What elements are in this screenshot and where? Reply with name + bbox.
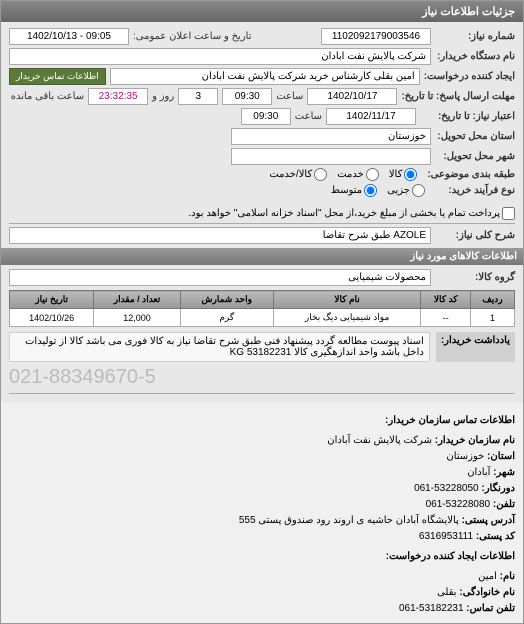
contact-address-label: آدرس پستی: xyxy=(462,515,515,526)
radio-medium[interactable]: متوسط xyxy=(331,184,377,197)
td-code: -- xyxy=(421,309,471,327)
contact-postal: 6316953111 xyxy=(419,531,473,542)
contact-org-label: نام سازمان خریدار: xyxy=(435,435,515,446)
radio-small[interactable]: جزیی xyxy=(387,184,425,197)
td-unit: گرم xyxy=(180,309,273,327)
contact-phone-label: تلفن: xyxy=(493,499,515,510)
creator-label: ایجاد کننده درخواست: xyxy=(424,71,515,82)
request-no-input[interactable] xyxy=(321,28,431,45)
contact-name: امین xyxy=(478,571,497,582)
desc-label: شرح کلی نیاز: xyxy=(435,230,515,241)
public-datetime-label: تاریخ و ساعت اعلان عمومی: xyxy=(133,31,252,42)
contact-city: آبادان xyxy=(467,467,490,478)
delivery-city-input[interactable] xyxy=(231,148,431,165)
delivery-city-label: شهر محل تحویل: xyxy=(435,151,515,162)
contact-phone: 53228080-061 xyxy=(426,499,491,510)
buyer-org-input[interactable] xyxy=(9,48,431,65)
buyer-notes-label: یادداشت خریدار: xyxy=(436,332,515,362)
td-row: 1 xyxy=(471,309,515,327)
table-header-row: ردیف کد کالا نام کالا واحد شمارش تعداد /… xyxy=(10,291,515,309)
items-section-header: اطلاعات کالاهای مورد نیاز xyxy=(1,248,523,265)
validity-label: اعتبار نیاز: تا تاریخ: xyxy=(420,111,515,122)
requirement-details-panel: جزئیات اطلاعات نیاز شماره نیاز: تاریخ و … xyxy=(0,0,524,624)
category-label: طبقه بندی موضوعی: xyxy=(427,169,515,180)
contact-org: شرکت پالایش نفت آبادان xyxy=(327,435,432,446)
contact-city-label: شهر: xyxy=(493,467,515,478)
contact-name-label: نام: xyxy=(500,571,515,582)
contact-tel-label: تلفن تماس: xyxy=(466,603,515,614)
th-qty: تعداد / مقدار xyxy=(94,291,181,309)
group-label: گروه کالا: xyxy=(435,272,515,283)
td-qty: 12,000 xyxy=(94,309,181,327)
td-name: مواد شیمیایی دیگ بخار xyxy=(273,309,421,327)
th-row: ردیف xyxy=(471,291,515,309)
delivery-province-input[interactable] xyxy=(231,128,431,145)
time-label-2: ساعت xyxy=(295,111,322,122)
watermark-phone: 021-88349670-5 xyxy=(9,366,515,389)
validity-time-input[interactable] xyxy=(241,108,291,125)
contact-address: پالایشگاه آبادان حاشیه ی اروند رود صندوق… xyxy=(239,515,459,526)
request-no-label: شماره نیاز: xyxy=(435,31,515,42)
contact-section: اطلاعات تماس سازمان خریدار: نام سازمان خ… xyxy=(1,403,523,623)
td-date: 1402/10/26 xyxy=(10,309,94,327)
process-label: نوع فرآیند خرید: xyxy=(435,185,515,196)
timer-label: ساعت باقی مانده xyxy=(11,91,84,102)
buyer-notes-text: اسناد پیوست مطالعه گردد پیشنهاد فنی طبق … xyxy=(9,332,430,362)
th-code: کد کالا xyxy=(421,291,471,309)
contact-postal-label: کد پستی: xyxy=(476,531,515,542)
contact-province: خوزستان xyxy=(446,451,484,462)
th-unit: واحد شمارش xyxy=(180,291,273,309)
contact-fax: 53228050-061 xyxy=(414,483,479,494)
delivery-province-label: استان محل تحویل: xyxy=(435,131,515,142)
panel-header: جزئیات اطلاعات نیاز xyxy=(1,1,523,22)
contact-surname-label: نام خانوادگی: xyxy=(459,587,515,598)
items-table: ردیف کد کالا نام کالا واحد شمارش تعداد /… xyxy=(9,290,515,327)
days-remaining-input xyxy=(178,88,218,105)
contact-tel: 53182231-061 xyxy=(399,603,464,614)
contact-province-label: استان: xyxy=(487,451,515,462)
time-label-1: ساعت xyxy=(276,91,303,102)
deadline-label: مهلت ارسال پاسخ: تا تاریخ: xyxy=(401,91,515,102)
creator-input[interactable] xyxy=(110,68,420,85)
th-date: تاریخ نیاز xyxy=(10,291,94,309)
radio-goods[interactable]: کالا xyxy=(389,168,418,181)
contact-fax-label: دورنگار: xyxy=(481,483,515,494)
contact-header: اطلاعات تماس سازمان خریدار: xyxy=(9,413,515,429)
desc-input[interactable] xyxy=(9,227,431,244)
group-input[interactable] xyxy=(9,269,431,286)
creator-contact-header: اطلاعات ایجاد کننده درخواست: xyxy=(9,549,515,565)
days-label: روز و xyxy=(152,91,174,102)
checkbox-treasury[interactable]: پرداخت تمام یا بخشی از مبلغ خرید،از محل … xyxy=(188,207,515,220)
th-name: نام کالا xyxy=(273,291,421,309)
validity-date-input[interactable] xyxy=(326,108,416,125)
countdown-timer xyxy=(88,88,148,105)
contact-surname: بقلی xyxy=(437,587,457,598)
buyer-contact-button[interactable]: اطلاعات تماس خریدار xyxy=(9,68,106,85)
radio-service[interactable]: خدمت xyxy=(337,168,379,181)
radio-goods-service[interactable]: کالا/خدمت xyxy=(269,168,327,181)
public-datetime-input[interactable] xyxy=(9,28,129,45)
buyer-org-label: نام دستگاه خریدار: xyxy=(435,51,515,62)
table-row[interactable]: 1 -- مواد شیمیایی دیگ بخار گرم 12,000 14… xyxy=(10,309,515,327)
deadline-time-input[interactable] xyxy=(222,88,272,105)
deadline-date-input[interactable] xyxy=(307,88,397,105)
